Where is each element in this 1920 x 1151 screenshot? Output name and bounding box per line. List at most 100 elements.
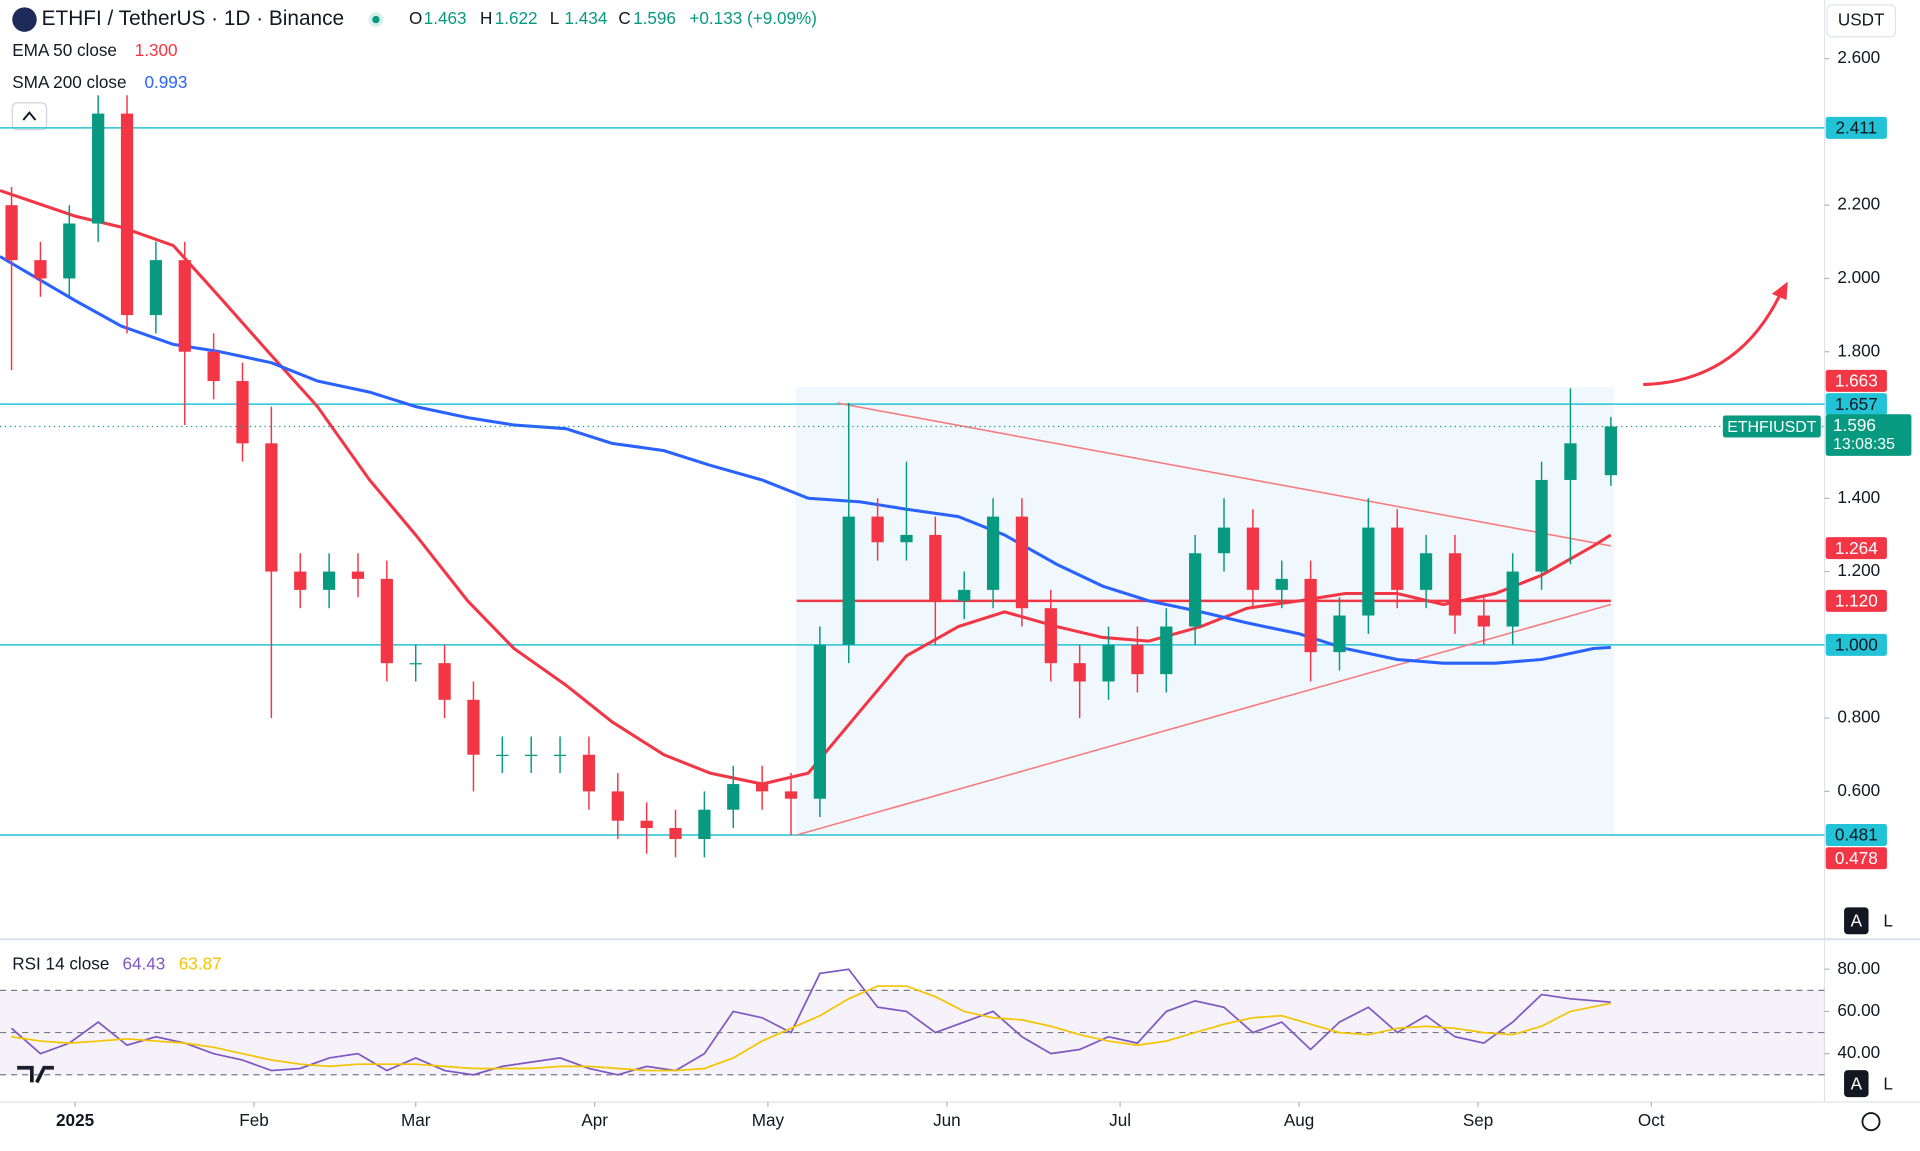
scale-button-label: A: [1851, 911, 1863, 931]
candle-body: [1304, 578, 1317, 653]
candle-body: [1391, 527, 1404, 590]
x-tick-label: Jul: [1109, 1110, 1131, 1130]
candle-body: [120, 113, 134, 316]
y-tick-label: 1.200: [1837, 560, 1880, 580]
candle-body: [1275, 578, 1288, 590]
candle-body: [1044, 608, 1057, 664]
candle-body: [1015, 516, 1029, 609]
ohlc-value: 1.434: [564, 8, 607, 28]
chart-title: ETHFI / TetherUS · 1D · Binance: [42, 7, 344, 30]
trendline: [796, 603, 1612, 836]
scale-button-label: L: [1883, 911, 1893, 931]
collapse-button[interactable]: [11, 102, 48, 131]
candle-body: [178, 260, 191, 352]
y-tick-label: 2.000: [1837, 267, 1880, 287]
level-tag-label: 2.411: [1836, 118, 1878, 138]
level-tag-label: 1.120: [1835, 591, 1878, 611]
symbol-icon: [12, 7, 37, 32]
candle-body: [496, 754, 509, 756]
candle-body: [1448, 553, 1462, 616]
currency-button[interactable]: [1826, 4, 1897, 38]
x-tick-label: 2025: [56, 1110, 95, 1130]
x-tick-label: Feb: [239, 1110, 269, 1130]
scale-button[interactable]: [1844, 907, 1869, 935]
candle-body: [236, 381, 249, 444]
chevron-icon: [22, 111, 37, 121]
candle-body: [351, 571, 365, 579]
candle-body: [958, 589, 971, 601]
candle-body: [871, 516, 884, 543]
candle-body: [727, 784, 740, 810]
x-tick-label: Sep: [1463, 1110, 1493, 1130]
level-tag-label: 1.663: [1835, 371, 1878, 391]
y-tick-label: 1.800: [1837, 340, 1880, 360]
level-tag: [1825, 589, 1887, 612]
legend-label: EMA 50 close: [12, 40, 117, 60]
symbol-tag: [1722, 415, 1821, 438]
currency[interactable]: USDT: [1838, 9, 1885, 29]
scale-button[interactable]: [1875, 1070, 1901, 1098]
candle-body: [1333, 615, 1346, 653]
candle-body: [380, 578, 393, 664]
candle-body: [5, 205, 18, 261]
settings-icon[interactable]: [1861, 1112, 1881, 1132]
countdown: 13:08:35: [1833, 436, 1895, 453]
candle-body: [1102, 644, 1115, 682]
candle-body: [467, 699, 480, 755]
candle-body: [265, 443, 278, 572]
ohlc-label: H: [480, 8, 492, 28]
y-tick-label: 2.600: [1837, 47, 1880, 67]
candle-body: [1246, 527, 1260, 590]
x-tick-label: Oct: [1638, 1110, 1665, 1130]
rsi-value: 64.43: [122, 953, 165, 973]
forecast-arrow: [1643, 290, 1784, 387]
level-tag: [1825, 823, 1887, 847]
rsi-title: RSI 14 close: [12, 953, 109, 973]
price-tag: [1825, 414, 1912, 456]
candle-body: [1477, 615, 1490, 627]
scale-button[interactable]: [1875, 907, 1901, 935]
candle-body: [1160, 626, 1173, 675]
legend-value: 1.300: [135, 40, 178, 60]
y-tick-label: 2.200: [1837, 194, 1880, 214]
candle-body: [438, 663, 451, 700]
candle-body: [149, 260, 163, 316]
candle-body: [294, 571, 307, 590]
range-box: [795, 386, 1614, 834]
scale-button-label: L: [1883, 1073, 1893, 1093]
ohlc-value: 1.596: [633, 8, 676, 28]
candle-body: [900, 534, 913, 543]
ohlc-value: 1.463: [424, 8, 467, 28]
candle-body: [92, 113, 105, 224]
trendline: [837, 402, 1611, 547]
ohlc-value: 1.622: [495, 8, 538, 28]
candle-body: [582, 754, 596, 792]
forecast-arrowhead: [1771, 281, 1788, 300]
rsi-line: [10, 968, 1611, 1076]
scale-button[interactable]: [1844, 1070, 1869, 1098]
level-tag-label: 0.478: [1835, 848, 1878, 868]
x-tick-label: Mar: [401, 1110, 431, 1130]
candle-body: [1506, 571, 1519, 627]
candle-body: [640, 820, 653, 829]
candle-body: [1073, 663, 1086, 682]
candle-body: [63, 223, 76, 279]
ohlc-label: O: [409, 8, 422, 28]
level-tag-label: 1.000: [1835, 635, 1878, 655]
legend-value: 0.993: [145, 72, 188, 92]
x-tick-label: Apr: [581, 1110, 608, 1130]
level-tag-label: 0.481: [1835, 825, 1878, 845]
level-tag: [1825, 847, 1887, 870]
candle-body: [813, 644, 826, 799]
level-tag: [1825, 116, 1887, 139]
y-tick-label: 40.00: [1837, 1042, 1880, 1062]
candle-body: [611, 791, 624, 821]
symbol-tag-label: ETHFIUSDT: [1727, 419, 1817, 436]
price-tag-label: 1.596: [1833, 415, 1876, 435]
y-tick-label: 60.00: [1837, 1000, 1880, 1020]
y-tick-label: 0.600: [1837, 780, 1880, 800]
logo: [17, 1065, 54, 1084]
level-tag: [1825, 393, 1887, 416]
